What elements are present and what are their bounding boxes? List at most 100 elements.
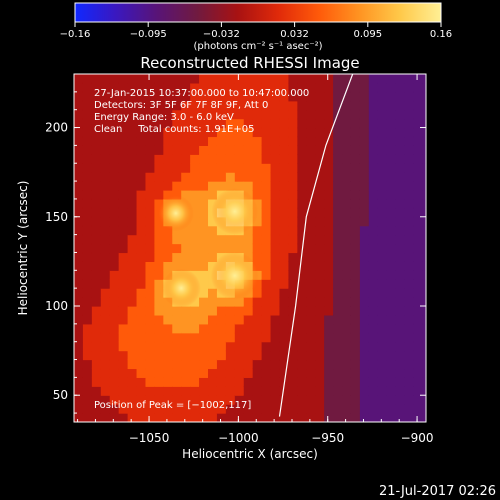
heatmap-cell: [315, 252, 325, 262]
heatmap-cell: [216, 127, 227, 138]
heatmap-cell: [422, 82, 426, 93]
heatmap-cell: [368, 341, 379, 352]
heatmap-cell: [172, 377, 182, 387]
heatmap-cell: [208, 288, 218, 298]
heatmap-cell: [368, 145, 379, 155]
heatmap-cell: [261, 279, 272, 289]
heatmap-cell: [252, 368, 263, 378]
heatmap-cell: [208, 163, 218, 173]
heatmap-cell: [386, 207, 397, 218]
heatmap-cell: [350, 109, 361, 120]
heatmap-cell: [413, 74, 424, 84]
heatmap-cell: [225, 118, 236, 129]
heatmap-cell: [324, 181, 334, 191]
heatmap-cell: [100, 386, 111, 396]
heatmap-cell: [368, 288, 379, 298]
heatmap-cell: [297, 154, 307, 164]
heatmap-cell: [386, 386, 397, 396]
heatmap-cell: [359, 172, 370, 182]
heatmap-cell: [306, 368, 316, 378]
heatmap-cell: [118, 154, 129, 164]
heatmap-cell: [395, 261, 406, 271]
heatmap-cell: [234, 163, 245, 173]
heatmap-cell: [154, 413, 164, 422]
heatmap-cell: [270, 136, 281, 146]
heatmap-cell: [100, 100, 111, 111]
heatmap-cell: [261, 127, 272, 138]
heatmap-cell: [306, 163, 316, 173]
heatmap-cell: [422, 350, 426, 361]
heatmap-cell: [297, 306, 307, 316]
heatmap-cell: [377, 136, 388, 146]
heatmap-cell: [145, 190, 155, 200]
heatmap-cell: [404, 172, 415, 182]
heatmap-cell: [225, 314, 236, 325]
heatmap-cell: [395, 359, 406, 370]
heatmap-cell: [359, 154, 370, 164]
heatmap-cell: [404, 395, 415, 405]
heatmap-cell: [145, 225, 155, 236]
heatmap-cell: [333, 243, 343, 254]
heatmap-cell: [261, 74, 272, 84]
heatmap-cell: [386, 413, 397, 422]
heatmap-cell: [333, 91, 343, 102]
heatmap-cell: [109, 243, 120, 254]
heatmap-cell: [172, 127, 182, 138]
heatmap-cell: [216, 359, 227, 370]
heatmap-cell: [199, 395, 209, 405]
heatmap-cell: [422, 279, 426, 289]
heatmap-cell: [342, 404, 352, 414]
heatmap-cell: [359, 279, 370, 289]
heatmap-cell: [154, 350, 164, 361]
heatmap-cell: [315, 323, 325, 334]
heatmap-cell: [145, 395, 155, 405]
heatmap-cell: [234, 377, 245, 387]
heatmap-cell: [127, 377, 138, 387]
annotation-time: 27-Jan-2015 10:37:00.000 to 10:47:00.000: [94, 88, 309, 99]
heatmap-cell: [261, 359, 272, 370]
heatmap-cell: [243, 395, 254, 405]
heatmap-cell: [288, 82, 298, 93]
heatmap-cell: [306, 118, 316, 129]
heatmap-cell: [368, 395, 379, 405]
heatmap-cell: [172, 234, 182, 245]
heatmap-cell: [350, 359, 361, 370]
heatmap-cell: [333, 127, 343, 138]
heatmap-cell: [163, 243, 173, 254]
heatmap-cell: [413, 377, 424, 387]
heatmap-cell: [261, 270, 272, 280]
heatmap-cell: [82, 386, 93, 396]
heatmap-cell: [127, 386, 138, 396]
solar-limb-line: [278, 74, 354, 417]
heatmap-cell: [136, 198, 147, 209]
heatmap-cell: [386, 100, 397, 111]
heatmap-cell: [91, 279, 102, 289]
heatmap-cell: [172, 368, 182, 378]
heatmap-cell: [395, 154, 406, 164]
heatmap-cell: [100, 288, 111, 298]
heatmap-cell: [413, 154, 424, 164]
heatmap-cell: [261, 225, 272, 236]
heatmap-cell: [82, 109, 93, 120]
heatmap-cell: [243, 234, 254, 245]
heatmap-cell: [386, 323, 397, 334]
heatmap-cell: [422, 234, 426, 245]
heatmap-cell: [261, 368, 272, 378]
heatmap-cell: [261, 100, 272, 111]
heatmap-cell: [91, 404, 102, 414]
heatmap-cell: [270, 74, 281, 84]
heatmap-cell: [109, 100, 120, 111]
heatmap-cell: [395, 127, 406, 138]
heatmap-cell: [324, 163, 334, 173]
y-tick-label: 200: [45, 121, 68, 135]
heatmap-source: [211, 188, 259, 235]
heatmap-cell: [261, 252, 272, 262]
heatmap-cell: [252, 154, 263, 164]
heatmap-cell: [377, 163, 388, 173]
heatmap-cell: [404, 359, 415, 370]
heatmap-cell: [306, 261, 316, 271]
heatmap-cell: [306, 252, 316, 262]
heatmap-cell: [333, 279, 343, 289]
heatmap-cell: [199, 127, 209, 138]
heatmap-cell: [127, 172, 138, 182]
